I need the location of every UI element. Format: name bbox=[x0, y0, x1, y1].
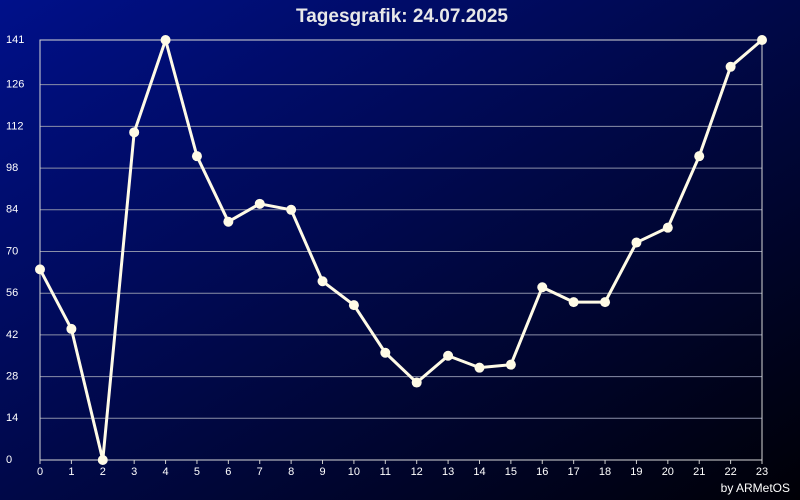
point bbox=[443, 350, 454, 361]
y-tick-label: 141 bbox=[6, 34, 24, 46]
point bbox=[505, 359, 516, 370]
point bbox=[725, 61, 736, 72]
point bbox=[662, 222, 673, 233]
x-tick-label: 11 bbox=[380, 466, 391, 478]
y-tick-label: 56 bbox=[6, 287, 18, 299]
x-tick-label: 16 bbox=[536, 466, 548, 478]
y-tick-label: 70 bbox=[6, 245, 18, 257]
point bbox=[97, 455, 108, 465]
y-tick-label: 84 bbox=[6, 204, 18, 216]
x-tick-label: 4 bbox=[163, 466, 169, 478]
point bbox=[568, 297, 579, 308]
x-tick-label: 1 bbox=[68, 466, 74, 478]
x-tick-label: 2 bbox=[100, 466, 106, 478]
point bbox=[129, 127, 140, 138]
y-tick-label: 112 bbox=[6, 120, 24, 132]
x-tick-label: 13 bbox=[442, 466, 454, 478]
point bbox=[191, 151, 202, 162]
point bbox=[66, 323, 77, 334]
point bbox=[411, 377, 422, 388]
x-tick-label: 17 bbox=[568, 466, 580, 478]
x-tick-label: 18 bbox=[599, 466, 611, 478]
y-tick-label: 28 bbox=[6, 371, 18, 383]
point bbox=[348, 300, 359, 311]
x-tick-label: 3 bbox=[131, 466, 137, 478]
x-tick-label: 12 bbox=[411, 466, 423, 478]
y-tick-label: 42 bbox=[6, 329, 18, 341]
x-tick-label: 0 bbox=[37, 466, 43, 478]
point bbox=[537, 282, 548, 293]
point bbox=[160, 35, 171, 45]
credit: by ARMetOS bbox=[721, 481, 790, 495]
x-tick-label: 10 bbox=[348, 466, 360, 478]
point bbox=[380, 347, 391, 358]
point bbox=[223, 216, 234, 227]
y-tick-label: 98 bbox=[6, 162, 18, 174]
x-tick-label: 5 bbox=[194, 466, 200, 478]
point bbox=[474, 362, 485, 373]
x-tick-label: 14 bbox=[473, 466, 485, 478]
x-tick-label: 20 bbox=[662, 466, 674, 478]
x-tick-label: 23 bbox=[756, 466, 768, 478]
x-tick-label: 21 bbox=[693, 466, 705, 478]
point bbox=[317, 276, 328, 287]
chart-title: Tagesgrafik: 24.07.2025 bbox=[296, 6, 508, 27]
point bbox=[694, 151, 705, 162]
point bbox=[35, 264, 45, 275]
x-tick-label: 22 bbox=[724, 466, 736, 478]
point bbox=[254, 198, 265, 209]
x-tick-label: 7 bbox=[257, 466, 263, 478]
point bbox=[631, 237, 642, 248]
x-tick-label: 8 bbox=[288, 466, 294, 478]
plot-border bbox=[39, 39, 763, 461]
x-tick-label: 15 bbox=[505, 466, 517, 478]
y-tick-label: 126 bbox=[6, 79, 24, 91]
x-tick-label: 6 bbox=[225, 466, 231, 478]
line bbox=[38, 38, 763, 462]
point bbox=[286, 204, 297, 215]
y-tick-label: 14 bbox=[6, 412, 18, 424]
x-tick-label: 19 bbox=[630, 466, 642, 478]
x-tick-label: 9 bbox=[319, 466, 325, 478]
point bbox=[757, 35, 767, 45]
y-tick-label: 0 bbox=[6, 454, 12, 466]
point bbox=[600, 297, 611, 308]
